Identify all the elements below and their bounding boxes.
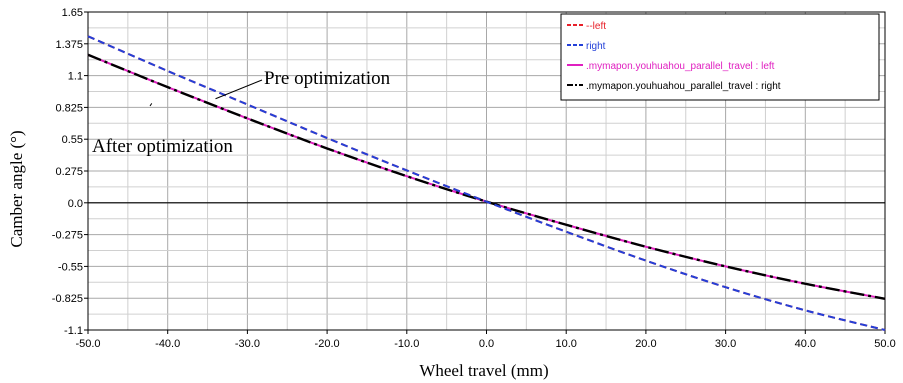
legend-label-3: .mymapon.youhuahou_parallel_travel : rig… [586, 81, 781, 92]
y-axis-title: Camber angle (°) [7, 130, 26, 247]
axes: -50.0 -40.0 -30.0 -20.0 -10.0 0.0 10.0 20.0 30.0… [52, 7, 896, 350]
y-tick-label: 1.375 [55, 39, 83, 51]
y-tick-label: 0.55 [62, 134, 83, 146]
annotation-layer: Pre optimization After optimization [92, 68, 391, 157]
series-line-1 [87, 35, 886, 331]
x-tick-label: 30.0 [715, 338, 736, 350]
x-tick-label: -10.0 [394, 338, 419, 350]
legend-box [560, 13, 880, 101]
y-tick-label: -1.1 [64, 325, 83, 337]
y-tick-label: 1.65 [62, 7, 83, 19]
y-tick-label: -0.825 [52, 293, 83, 305]
x-tick-label: -50.0 [75, 338, 100, 350]
legend-label-1: right [586, 41, 606, 52]
annotation-pointer-after [149, 103, 153, 107]
annotation-after-optimization: After optimization [92, 136, 233, 157]
x-tick-label: -30.0 [235, 338, 260, 350]
x-axis-title: Wheel travel (mm) [419, 361, 548, 380]
legend-label-2: .mymapon.youhuahou_parallel_travel : lef… [586, 61, 775, 72]
y-tick-label: 1.1 [68, 71, 83, 83]
x-tick-label: 50.0 [874, 338, 895, 350]
x-tick-label: -20.0 [315, 338, 340, 350]
series-layer [87, 35, 886, 331]
annotation-pre-optimization: Pre optimization [264, 68, 391, 89]
x-tick-label: -40.0 [155, 338, 180, 350]
x-tick-label: 40.0 [795, 338, 816, 350]
x-tick-label: 20.0 [635, 338, 656, 350]
legend: --left right .mymapon.youhuahou_parallel_t… [560, 13, 880, 101]
y-tick-label: -0.55 [58, 261, 83, 273]
x-tick-label: 10.0 [555, 338, 576, 350]
x-tick-label: 0.0 [479, 338, 494, 350]
y-tick-label: -0.275 [52, 230, 83, 242]
y-tick-label: 0.825 [55, 102, 83, 114]
legend-label-0: --left [586, 21, 606, 32]
y-tick-label: 0.275 [55, 166, 83, 178]
series-line-3 [87, 53, 886, 300]
annotation-pointer-pre [215, 79, 263, 100]
y-tick-label: 0.0 [68, 198, 83, 210]
